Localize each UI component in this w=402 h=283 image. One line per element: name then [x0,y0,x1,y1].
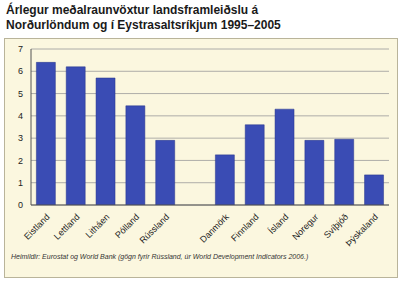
svg-text:7: 7 [18,44,23,54]
svg-text:Danmörk: Danmörk [198,212,231,245]
svg-text:Lettland: Lettland [52,212,82,242]
svg-text:Pólland: Pólland [113,212,141,240]
svg-text:Ísland: Ísland [266,212,290,236]
svg-text:0: 0 [18,200,23,210]
svg-text:Eistland: Eistland [22,212,52,242]
html-text:Árlegur meðalraunvöxtur landsf: Árlegur meðalraunvöxtur landsframleiðslu… [6,3,281,32]
svg-text:5: 5 [18,89,23,99]
svg-text:3: 3 [18,133,23,143]
svg-text:Noregur: Noregur [290,212,320,242]
svg-text:Rússland: Rússland [138,212,172,246]
svg-text:Þýskaland: Þýskaland [344,212,380,248]
html-text:Heimildir: Eurostat og World B: Heimildir: Eurostat og World Bank (gögn … [11,253,309,260]
svg-text:Svíþjóð: Svíþjóð [322,212,350,240]
svg-text:Litháen: Litháen [84,212,112,240]
svg-text:4: 4 [18,111,23,121]
svg-text:6: 6 [18,66,23,76]
svg-text:1: 1 [18,178,23,188]
svg-text:Finnland: Finnland [229,212,260,243]
svg-text:2: 2 [18,156,23,166]
